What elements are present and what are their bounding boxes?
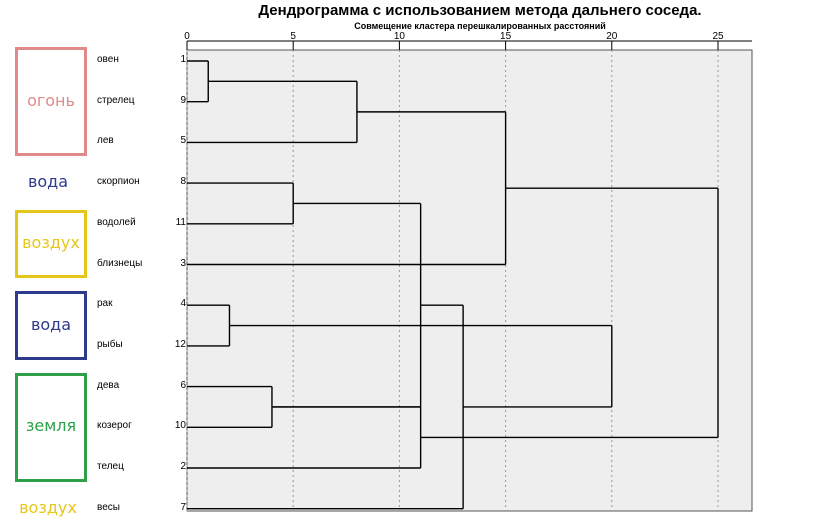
leaf-label: козерог: [97, 420, 132, 432]
group-label: вода: [27, 172, 69, 192]
leaf-label: рак: [97, 298, 113, 310]
leaf-case-number: 8: [180, 176, 186, 188]
leaf-case-number: 4: [180, 298, 186, 310]
leaf-case-number: 11: [175, 216, 186, 228]
group-label: огонь: [27, 90, 75, 110]
leaf-case-number: 9: [180, 94, 186, 106]
leaf-label: овен: [97, 54, 119, 65]
leaf-label: водолей: [97, 216, 136, 228]
leaf-case-number: 2: [180, 461, 186, 472]
group-label: воздух: [22, 233, 80, 253]
leaf-label: скорпион: [97, 176, 140, 188]
group-box: [15, 47, 87, 157]
chart-title: Дендрограмма с использованием метода дал…: [258, 2, 702, 19]
group-label: воздух: [19, 497, 77, 517]
leaf-case-number: 6: [180, 379, 186, 391]
group-box: [15, 209, 87, 279]
x-tick-label: 15: [500, 31, 512, 42]
group-box: [15, 291, 87, 360]
leaf-label: телец: [97, 461, 124, 472]
leaf-label: близнецы: [97, 257, 143, 269]
leaf-label: весы: [97, 501, 120, 513]
leaf-label: рыбы: [97, 338, 123, 350]
x-tick-label: 25: [712, 31, 724, 42]
plot-area: [186, 49, 753, 512]
dendrogram-link: [229, 324, 613, 408]
leaf-case-number: 3: [180, 257, 186, 269]
leaf-case-number: 1: [180, 54, 186, 65]
x-tick-label: 0: [184, 31, 190, 42]
leaf-label: дева: [97, 379, 120, 391]
leaf-case-number: 5: [180, 135, 186, 147]
x-tick-label: 10: [394, 31, 406, 42]
group-box: [15, 372, 87, 482]
x-tick-label: 5: [290, 31, 296, 42]
dendrogram-link: [420, 187, 719, 439]
leaf-label: лев: [97, 135, 114, 147]
leaf-case-number: 7: [180, 501, 186, 513]
x-tick-label: 20: [606, 31, 618, 42]
leaf-label: стрелец: [97, 94, 135, 106]
leaf-case-number: 12: [174, 338, 186, 350]
chart-subtitle: Совмещение кластера перешкалированных ра…: [354, 21, 606, 31]
group-label: вода: [30, 314, 72, 334]
group-label: земля: [25, 416, 77, 436]
leaf-case-number: 10: [174, 420, 186, 432]
